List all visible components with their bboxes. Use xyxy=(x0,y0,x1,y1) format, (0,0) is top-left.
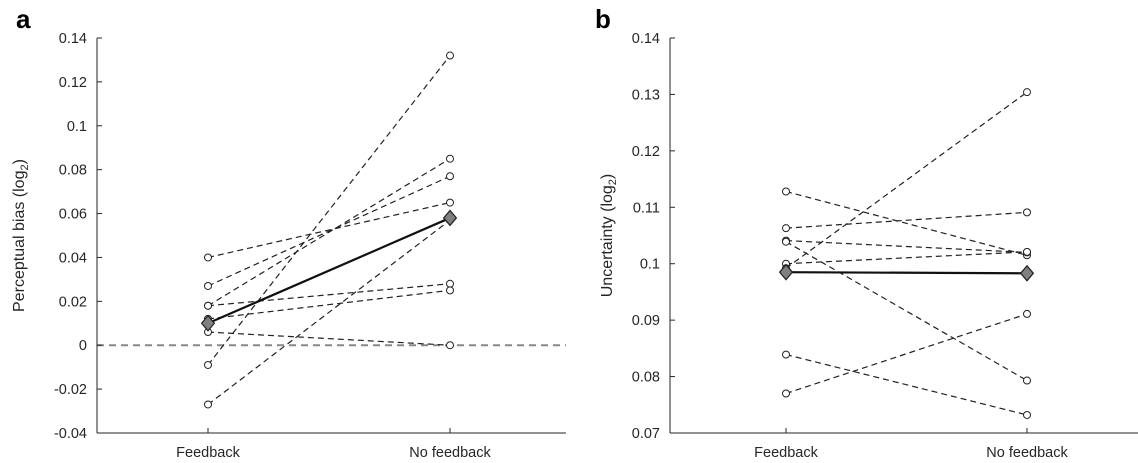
y-axis-label: Uncertainty (log2) xyxy=(599,174,619,298)
individual-point xyxy=(1023,376,1031,385)
mean-point xyxy=(200,314,216,332)
chart-panel-a: a -0.04 -0.02 0 0.02 0.04 0.06 0.08 0.1 0.12 0.14 F… xyxy=(11,4,566,461)
individual-point xyxy=(204,281,212,290)
individual-point xyxy=(204,301,212,310)
individual-point xyxy=(782,350,790,359)
individual-point xyxy=(204,253,212,262)
mean-line xyxy=(785,271,1028,275)
y-tick-label: 0.08 xyxy=(59,163,87,179)
panel-label: b xyxy=(595,4,611,34)
x-tick-label: Feedback xyxy=(754,445,818,461)
individual-point xyxy=(1023,88,1031,97)
individual-line xyxy=(207,55,451,366)
x-tick-label: No feedback xyxy=(409,445,491,461)
y-tick-label: 0 xyxy=(79,338,87,354)
individual-line xyxy=(785,353,1028,416)
y-tick-label: 0.13 xyxy=(632,87,660,103)
individual-point xyxy=(782,187,790,196)
y-tick-label: 0.14 xyxy=(59,31,87,47)
individual-point xyxy=(1023,208,1031,217)
individual-line xyxy=(785,313,1028,395)
y-tick-label: 0.04 xyxy=(59,250,87,266)
y-tick-label: 0.14 xyxy=(632,31,660,47)
y-tick-label: -0.02 xyxy=(54,382,87,398)
y-tick-label: 0.06 xyxy=(59,207,87,223)
individual-line xyxy=(207,331,451,346)
individual-line xyxy=(207,201,451,259)
chart-panel-b: b 0.07 0.08 0.09 0.1 0.11 0.12 0.13 0.14 Feedback… xyxy=(595,4,1138,461)
individual-point xyxy=(204,360,212,369)
individual-line xyxy=(785,241,1028,382)
individual-point xyxy=(446,198,454,207)
individual-point xyxy=(1023,247,1031,256)
individual-line xyxy=(785,91,1028,269)
y-tick-label: 0.1 xyxy=(640,257,660,273)
individual-line xyxy=(785,190,1028,256)
individual-point xyxy=(446,279,454,288)
individual-point xyxy=(1023,309,1031,318)
y-tick-label: -0.04 xyxy=(54,426,87,442)
y-tick-label: 0.12 xyxy=(59,75,87,91)
y-tick-label: 0.1 xyxy=(67,119,87,135)
individual-line xyxy=(785,211,1028,229)
y-tick-label: 0.07 xyxy=(632,426,660,442)
individual-line xyxy=(207,283,451,307)
individual-point xyxy=(446,172,454,181)
mean-line xyxy=(207,216,451,325)
individual-point xyxy=(782,224,790,233)
y-axis-label: Perceptual bias (log2) xyxy=(11,159,31,312)
individual-line xyxy=(785,239,1028,254)
individual-point xyxy=(782,389,790,398)
x-tick-label: No feedback xyxy=(986,445,1068,461)
individual-point xyxy=(1023,410,1031,419)
y-tick-label: 0.11 xyxy=(633,200,660,216)
individual-point xyxy=(446,51,454,60)
individual-point xyxy=(782,237,790,246)
mean-point xyxy=(1019,264,1035,282)
individual-point xyxy=(446,154,454,163)
y-tick-label: 0.08 xyxy=(632,370,660,386)
x-tick-label: Feedback xyxy=(176,445,240,461)
individual-line xyxy=(207,219,451,405)
y-tick-label: 0.02 xyxy=(59,294,87,310)
individual-line xyxy=(207,158,451,307)
mean-point xyxy=(442,209,458,227)
individual-line xyxy=(785,251,1028,265)
y-tick-label: 0.12 xyxy=(632,144,660,160)
mean-point xyxy=(778,263,794,281)
y-tick-label: 0.09 xyxy=(632,313,660,329)
individual-line xyxy=(207,175,451,287)
individual-point xyxy=(446,341,454,350)
individual-point xyxy=(446,286,454,295)
panel-label: a xyxy=(16,4,31,34)
individual-point xyxy=(204,400,212,409)
